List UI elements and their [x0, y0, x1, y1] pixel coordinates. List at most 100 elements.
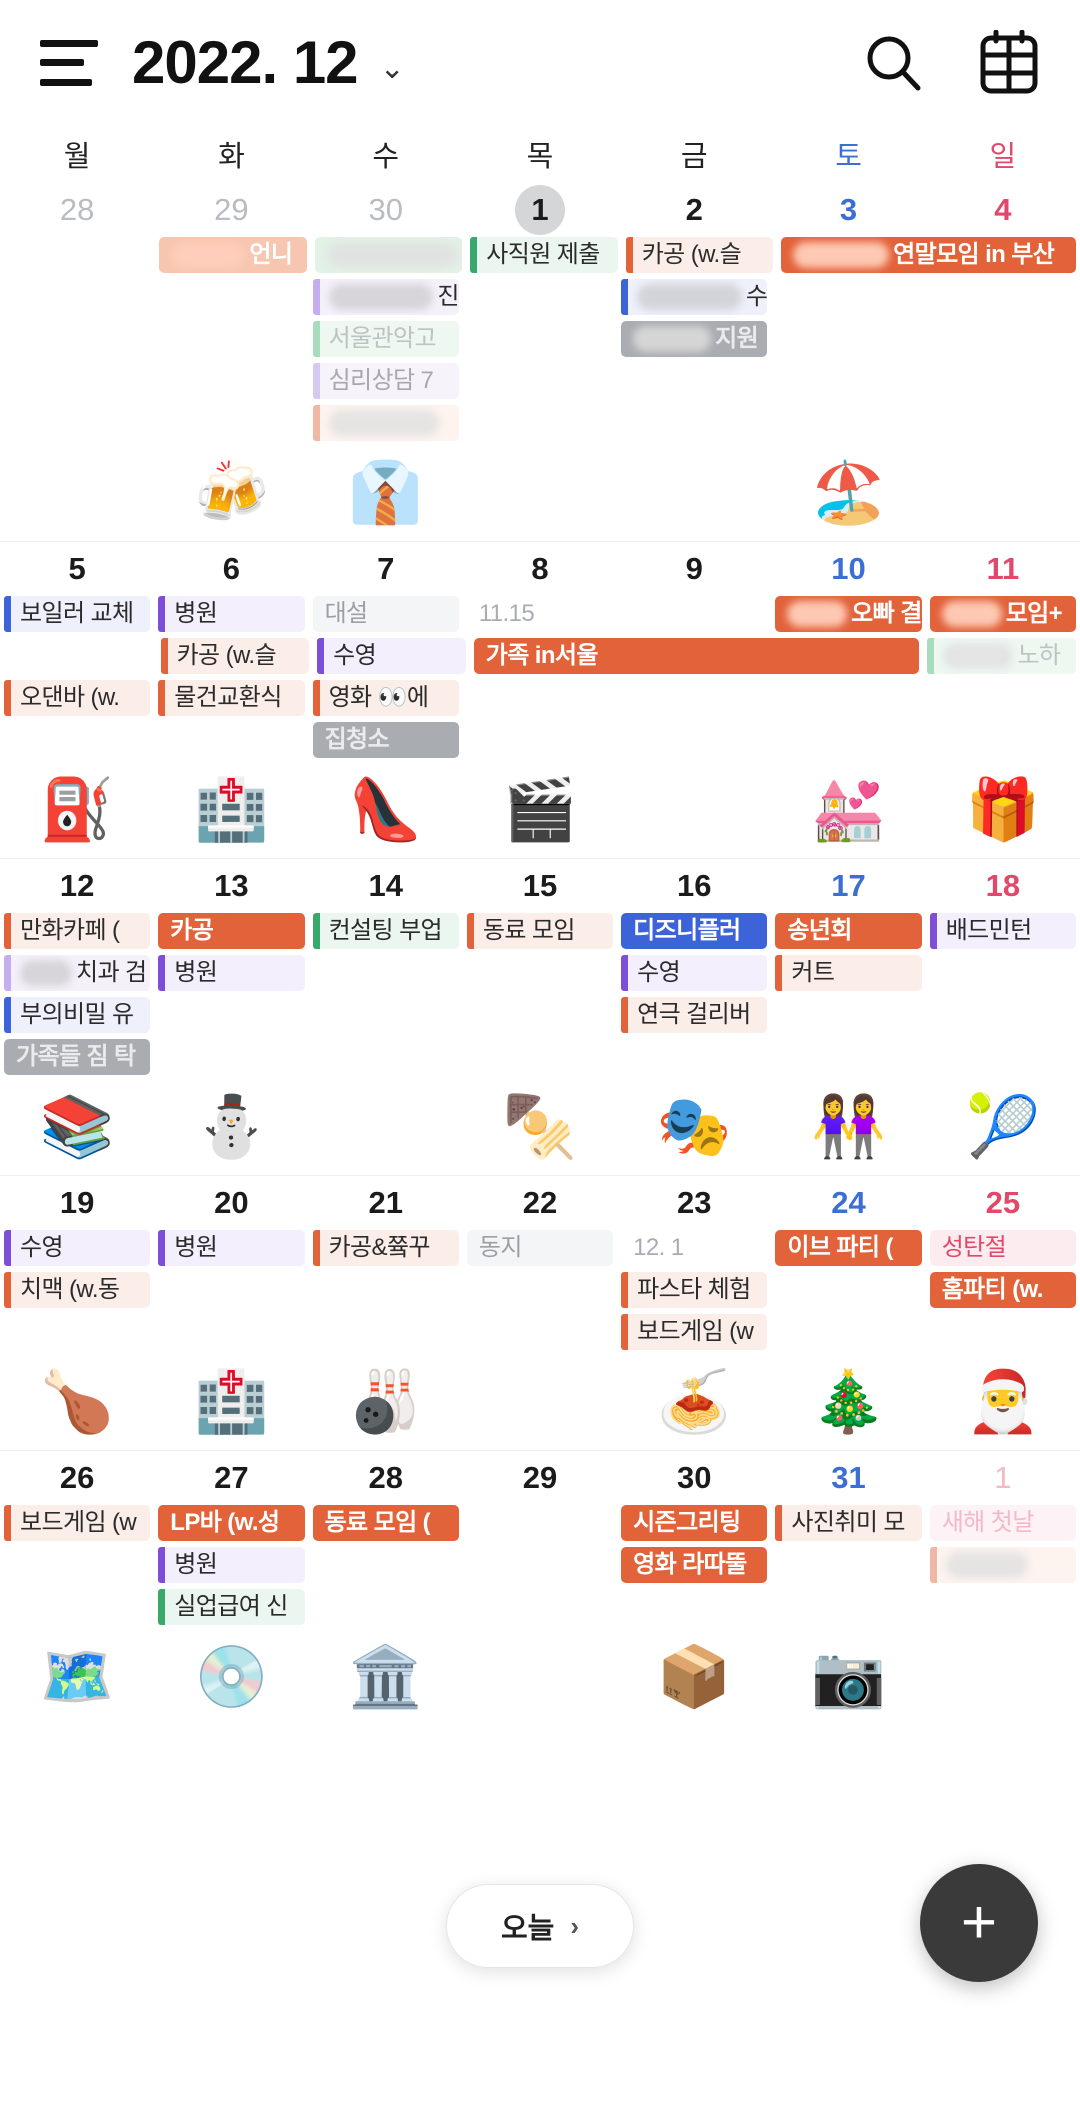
sticker-icon[interactable]: 🎭 — [656, 1093, 732, 1160]
calendar-event[interactable]: LP바 (w.성 — [158, 1505, 305, 1541]
day-cell-10[interactable]: 10 — [831, 551, 866, 586]
calendar-event[interactable]: 카공&쯐꾸 — [312, 1230, 459, 1266]
day-cell-17[interactable]: 17 — [831, 868, 866, 903]
sticker-icon[interactable]: 📦 — [656, 1643, 732, 1710]
sticker-icon[interactable]: 🏖️ — [811, 459, 886, 526]
calendar-event[interactable]: 물건교환식 — [158, 680, 305, 716]
day-cell-3[interactable]: 3 — [839, 192, 858, 227]
day-cell-26[interactable]: 26 — [59, 1460, 95, 1495]
calendar-event[interactable]: 성탄절 — [929, 1230, 1076, 1266]
calendar-event[interactable]: 가족 in서울 — [473, 638, 920, 674]
calendar-event[interactable]: 카공 — [158, 913, 305, 949]
sticker-icon[interactable]: 🎬 — [502, 776, 578, 843]
calendar-event[interactable]: 12. 1 — [621, 1230, 767, 1266]
chevron-down-icon[interactable]: ⌄ — [379, 51, 405, 85]
calendar-event[interactable]: 수영 — [621, 955, 768, 991]
day-cell-11[interactable]: 11 — [986, 551, 1020, 586]
calendar-event[interactable]: 치과 검 — [4, 955, 151, 991]
sticker-icon[interactable]: 💿 — [194, 1643, 269, 1710]
day-cell-29[interactable]: 29 — [522, 1460, 558, 1495]
sticker-icon[interactable]: 🍢 — [502, 1093, 578, 1160]
sticker-icon[interactable]: 🏥 — [194, 1368, 269, 1435]
calendar-event[interactable]: 대설 — [312, 596, 459, 632]
sticker-icon[interactable]: 📚 — [39, 1093, 115, 1160]
day-cell-9[interactable]: 9 — [685, 551, 703, 586]
sticker-icon[interactable]: 💒 — [811, 776, 886, 843]
calendar-event[interactable]: 수 — [621, 279, 768, 315]
calendar-event[interactable]: 병원 — [158, 1547, 305, 1583]
sticker-icon[interactable]: 🏛️ — [348, 1643, 424, 1710]
sticker-icon[interactable]: 🎾 — [965, 1093, 1041, 1160]
calendar-event[interactable]: 치맥 (w.동 — [4, 1272, 151, 1308]
day-cell-28[interactable]: 28 — [59, 192, 95, 227]
calendar-event[interactable]: 사직원 제출 — [470, 237, 618, 273]
calendar-event[interactable]: 컨설팅 부업 — [312, 913, 459, 949]
today-button[interactable]: 오늘 › — [446, 1884, 634, 1968]
calendar-event[interactable]: 연말모임 in 부산 — [781, 237, 1076, 273]
calendar-event[interactable]: 동료 모임 — [466, 913, 614, 949]
calendar-event[interactable]: 병원 — [158, 955, 305, 991]
day-cell-15[interactable]: 15 — [522, 868, 558, 903]
calendar-event[interactable]: 영화 라따뚤 — [621, 1547, 768, 1583]
calendar-event[interactable]: 동지 — [466, 1230, 614, 1266]
calendar-event[interactable]: 사진취미 모 — [775, 1505, 922, 1541]
sticker-icon[interactable]: 🍗 — [39, 1368, 115, 1435]
calendar-event[interactable]: 보드게임 (w — [4, 1505, 151, 1541]
calendar-event[interactable]: 파스타 체험 — [621, 1272, 768, 1308]
day-cell-19[interactable]: 19 — [59, 1185, 95, 1220]
calendar-event[interactable]: 11.15 — [467, 596, 613, 632]
day-cell-27[interactable]: 27 — [214, 1460, 249, 1495]
day-cell-20[interactable]: 20 — [214, 1185, 249, 1220]
sticker-icon[interactable]: 🎄 — [811, 1368, 886, 1435]
sticker-icon[interactable]: 🏥 — [194, 776, 269, 843]
calendar-event[interactable]: 실업급여 신 — [158, 1589, 305, 1625]
add-event-fab[interactable]: + — [920, 1864, 1038, 1982]
calendar-event[interactable]: 만화카페 ( — [4, 913, 151, 949]
calendar-event[interactable]: 보일러 교체 — [4, 596, 151, 632]
calendar-event[interactable]: 진 — [312, 279, 459, 315]
calendar-event[interactable] — [314, 237, 463, 273]
calendar-event[interactable]: 수영 — [4, 1230, 151, 1266]
calendar-event[interactable]: 병원 — [158, 596, 305, 632]
day-cell-7[interactable]: 7 — [377, 551, 395, 586]
calendar-event[interactable] — [312, 405, 459, 441]
day-cell-25[interactable]: 25 — [985, 1185, 1021, 1220]
sticker-icon[interactable]: 🍻 — [194, 459, 269, 526]
sticker-icon[interactable]: 👔 — [348, 459, 424, 526]
sticker-icon[interactable]: 👭 — [811, 1093, 886, 1160]
day-cell-4[interactable]: 4 — [994, 192, 1012, 227]
day-cell-30[interactable]: 30 — [677, 1460, 712, 1495]
calendar-event[interactable]: 심리상담 7 — [312, 363, 459, 399]
calendar-event[interactable]: 병원 — [158, 1230, 305, 1266]
calendar-event[interactable]: 새해 첫날 — [929, 1505, 1076, 1541]
calendar-event[interactable]: 수영 — [317, 638, 466, 674]
calendar-event[interactable]: 영화 👀에 — [312, 680, 459, 716]
sticker-icon[interactable]: 📷 — [811, 1643, 886, 1710]
day-cell-29[interactable]: 29 — [214, 192, 249, 227]
sticker-icon[interactable]: ⛽ — [39, 776, 115, 843]
hamburger-menu-icon[interactable] — [40, 39, 98, 86]
day-cell-5[interactable]: 5 — [68, 551, 86, 586]
day-cell-1[interactable]: 1 — [994, 1460, 1012, 1495]
calendar-event[interactable]: 커트 — [775, 955, 922, 991]
calendar-event[interactable]: 오빠 결 — [775, 596, 922, 632]
sticker-icon[interactable]: 👠 — [348, 776, 424, 843]
day-cell-18[interactable]: 18 — [985, 868, 1021, 903]
calendar-event[interactable]: 송년회 — [775, 913, 922, 949]
day-cell-16[interactable]: 16 — [677, 868, 712, 903]
sticker-icon[interactable]: 🎁 — [965, 776, 1041, 843]
calendar-event[interactable]: 오댄바 (w. — [4, 680, 151, 716]
calendar-event[interactable] — [929, 1547, 1076, 1583]
calendar-grid-icon[interactable] — [978, 29, 1040, 96]
day-cell-1[interactable]: 1 — [463, 185, 617, 235]
calendar-event[interactable]: 노하 — [927, 638, 1077, 674]
calendar-event[interactable]: 지원 — [621, 321, 768, 357]
day-cell-12[interactable]: 12 — [59, 868, 95, 903]
calendar-event[interactable]: 이브 파티 ( — [775, 1230, 922, 1266]
calendar-event[interactable]: 집청소 — [312, 722, 459, 758]
calendar-event[interactable]: 디즈니플러 — [621, 913, 768, 949]
day-cell-13[interactable]: 13 — [214, 868, 249, 903]
calendar-event[interactable]: 부의비밀 유 — [4, 997, 151, 1033]
calendar-event[interactable]: 배드민턴 — [929, 913, 1076, 949]
day-cell-31[interactable]: 31 — [831, 1460, 866, 1495]
